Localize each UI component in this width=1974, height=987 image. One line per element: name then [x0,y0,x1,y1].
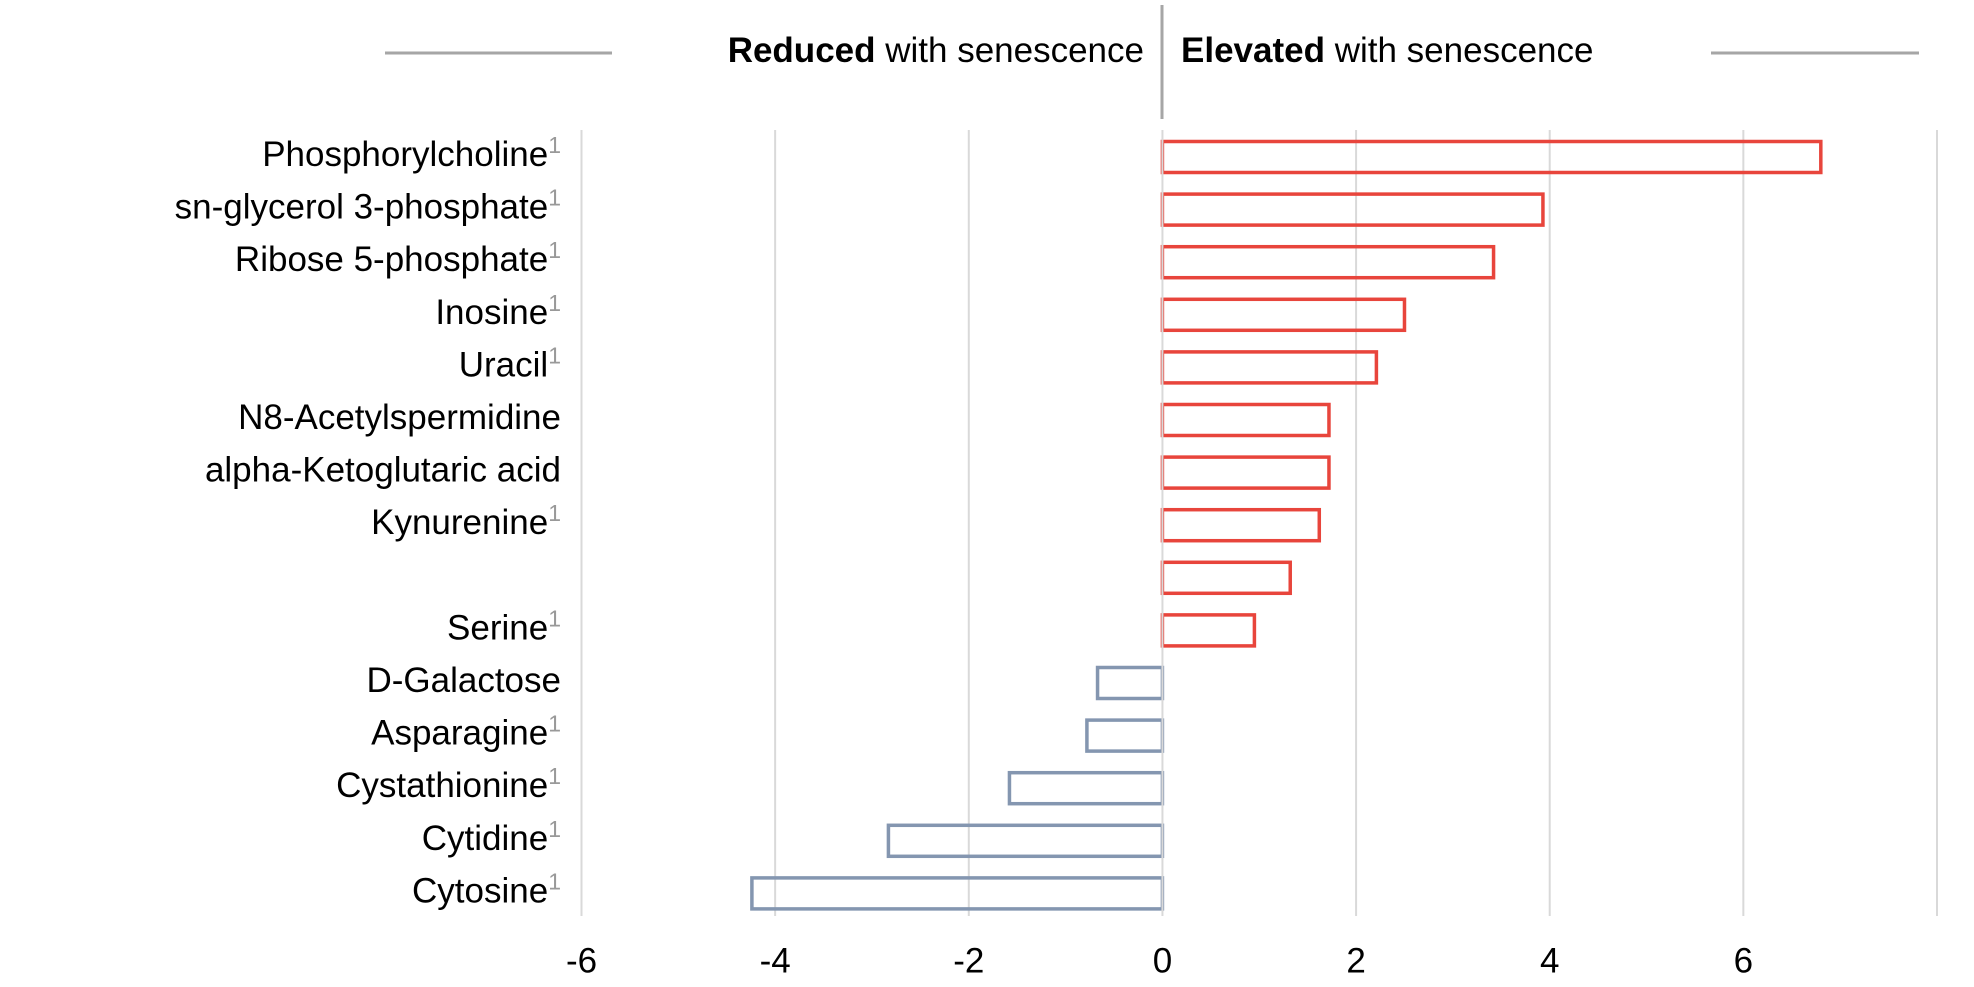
y-tick-label: alpha-Ketoglutaric acid [205,451,561,490]
header-bold: Elevated [1181,31,1325,70]
bar [1160,244,1496,280]
x-tick-label: 6 [1734,941,1753,980]
bar [1160,297,1407,333]
category-note: 1 [548,185,561,211]
category-name: Serine [447,609,548,648]
category-note: 1 [548,132,561,158]
y-tick-label: Cystathionine1 [336,763,561,805]
y-tick-label: N8-Acetylspermidine [238,398,561,437]
category-name: sn-glycerol 3-phosphate [175,188,549,227]
y-tick-label: D-Galactose [366,661,561,700]
x-tick-label: 2 [1346,941,1365,980]
x-tick-label: -4 [760,941,791,980]
bar [1095,665,1165,701]
category-note: 1 [548,711,561,737]
bar [1085,718,1165,753]
bar [750,876,1165,911]
x-tick-label: 4 [1540,941,1559,980]
category-name: Cystathionine [336,766,548,805]
y-tick-label: Uracil1 [459,342,561,384]
category-note: 1 [548,500,561,526]
bar [1160,139,1823,175]
y-tick-label: Cytosine1 [412,868,561,910]
category-name: Cytidine [422,819,548,858]
category-note: 1 [548,816,561,842]
header-rest: with senescence [1334,31,1594,70]
category-name: N8-Acetylspermidine [238,398,561,437]
category-note: 1 [548,868,561,894]
category-note: 1 [548,763,561,789]
category-note: 1 [548,290,561,316]
header-rest: with senescence [884,31,1144,70]
category-note: 1 [548,237,561,263]
x-tick-label: 0 [1153,941,1172,980]
y-tick-label: Kynurenine1 [371,500,561,542]
category-name: Uracil [459,346,548,385]
bar [1160,350,1379,385]
category-note: 1 [548,342,561,368]
bar [1007,770,1165,806]
header-bold: Reduced [728,31,876,70]
bar [1160,560,1292,596]
bar [886,823,1165,859]
header-left: Reduced with senescence [728,31,1144,70]
category-name: Kynurenine [371,503,548,542]
bar [1160,613,1257,648]
y-tick-label: Cytidine1 [422,816,561,858]
y-tick-label: Ribose 5-phosphate1 [235,237,561,279]
category-name: Cytosine [412,872,548,911]
y-tick-label: Inosine1 [435,290,561,332]
category-name: Phosphorylcholine [262,135,548,174]
bar [1160,402,1331,438]
y-tick-label: Asparagine1 [371,711,561,753]
bar [1160,507,1322,543]
category-name: Asparagine [371,714,548,753]
category-name: Ribose 5-phosphate [235,240,548,279]
bar [1160,192,1545,227]
category-name: Inosine [435,293,548,332]
y-tick-label: Serine1 [447,605,561,647]
bar [1160,455,1331,490]
category-name: alpha-Ketoglutaric acid [205,451,561,490]
y-tick-label: sn-glycerol 3-phosphate1 [175,185,561,227]
header-right: Elevated with senescence [1181,31,1593,70]
x-tick-label: -6 [566,941,597,980]
category-note: 1 [548,605,561,631]
y-tick-label: Phosphorylcholine1 [262,132,561,174]
category-name: D-Galactose [366,661,561,700]
x-tick-label: -2 [953,941,984,980]
